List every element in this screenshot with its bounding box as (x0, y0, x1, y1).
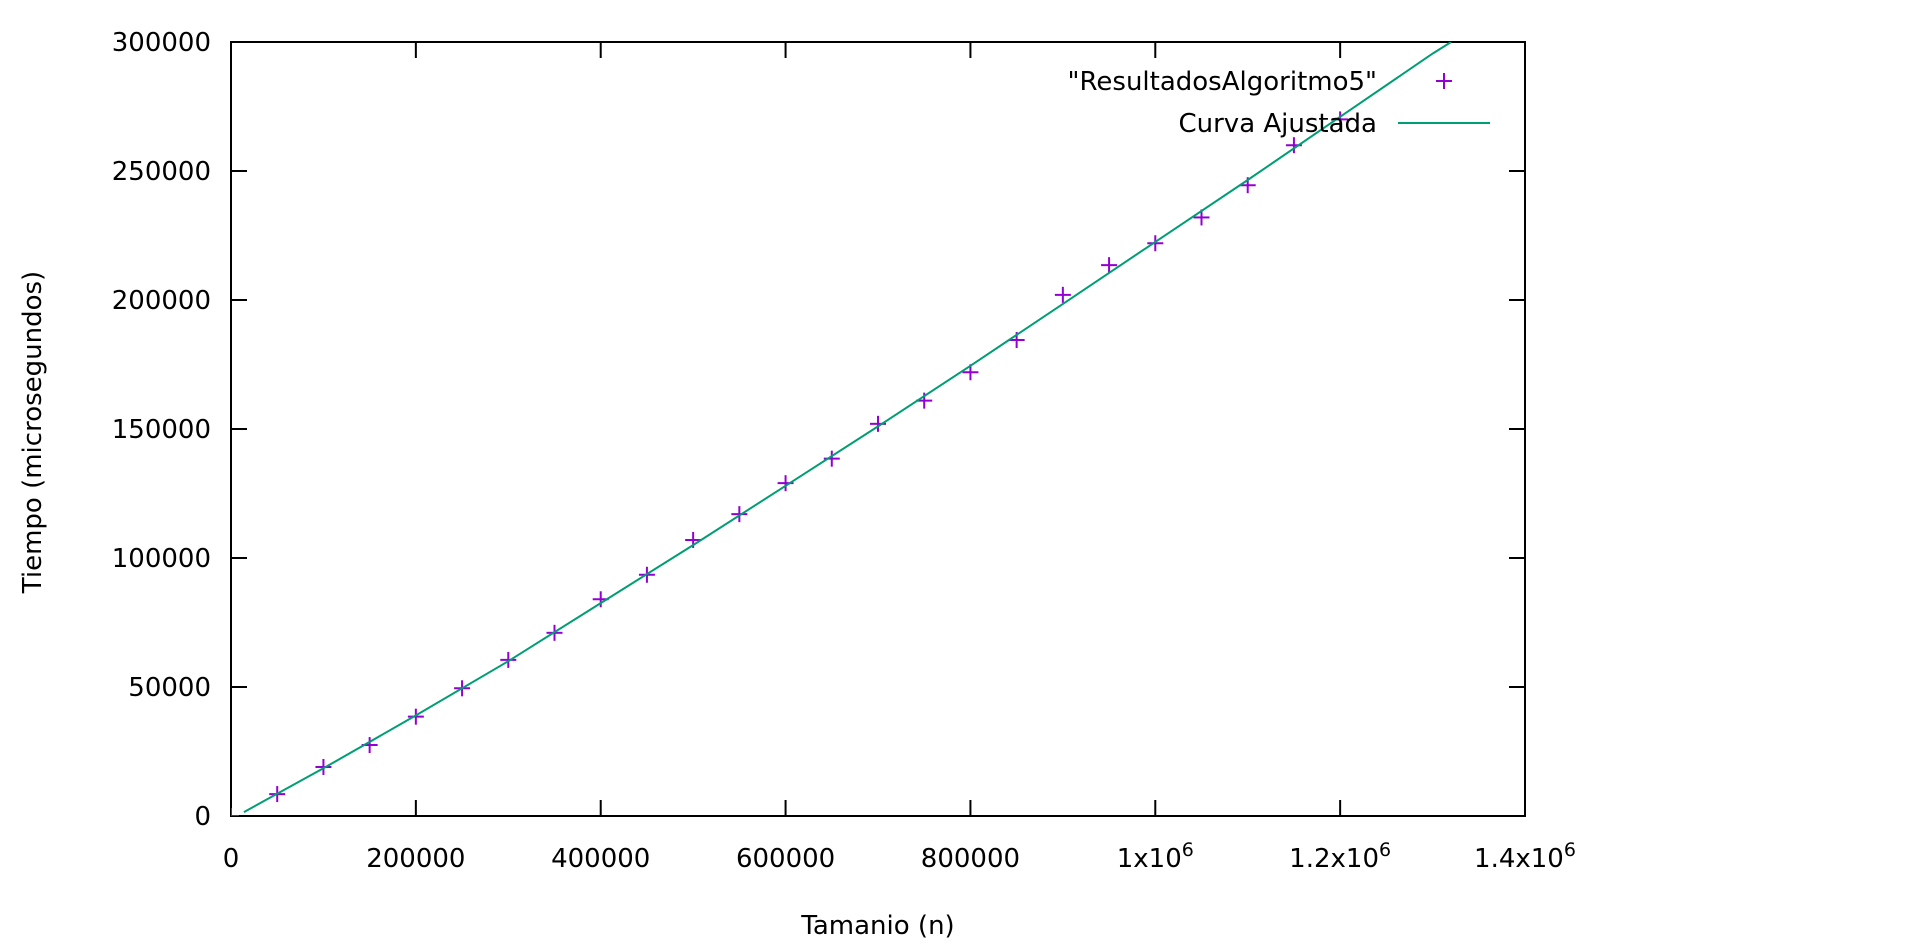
x-axis-title: Tamanio (n) (800, 911, 954, 941)
y-tick-label: 300000 (112, 28, 211, 58)
data-point (407, 708, 424, 725)
y-tick-label: 250000 (112, 157, 211, 187)
x-tick-label: 1x106 (1117, 839, 1194, 874)
data-point (315, 758, 332, 775)
y-tick-label: 0 (194, 802, 211, 832)
legend-label: Curva Ajustada (1178, 109, 1377, 139)
x-tick-label: 1.2x106 (1289, 839, 1391, 874)
data-point (1054, 286, 1071, 303)
y-tick-label: 150000 (112, 415, 211, 445)
x-tick-label: 1.4x106 (1474, 839, 1576, 874)
y-tick-label: 50000 (128, 673, 211, 703)
x-tick-label: 0 (223, 844, 240, 874)
y-tick-label: 100000 (112, 544, 211, 574)
legend-label: "ResultadosAlgoritmo5" (1068, 67, 1377, 97)
data-point (500, 651, 517, 668)
x-tick-label: 600000 (736, 844, 835, 874)
x-tick-labels: 0 200000 400000 600000 800000 1x106 1.2x106 1.4… (223, 839, 1576, 874)
y-tick-label: 200000 (112, 286, 211, 316)
data-point (1101, 257, 1118, 274)
x-tick-label: 200000 (366, 844, 465, 874)
data-point (1147, 235, 1164, 252)
fitted-curve-line (243, 42, 1452, 813)
x-tick-label: 400000 (551, 844, 650, 874)
x-tick-label: 800000 (921, 844, 1020, 874)
legend: "ResultadosAlgoritmo5" Curva Ajustada (1068, 67, 1490, 139)
series-layer (231, 42, 1452, 816)
y-tick-labels: 0 50000 100000 150000 200000 250000 300000 (112, 28, 211, 832)
data-point (731, 506, 748, 523)
y-axis-title: Tiempo (microsegundos) (18, 271, 48, 594)
